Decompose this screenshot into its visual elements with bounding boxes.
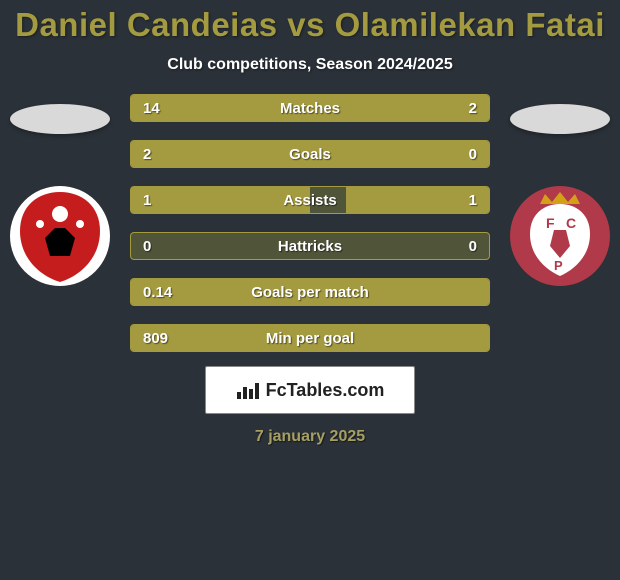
main-row: 142Matches20Goals11Assists00Hattricks0.1… bbox=[0, 104, 620, 352]
branding-badge: FcTables.com bbox=[205, 366, 415, 414]
footer-date: 7 january 2025 bbox=[255, 428, 365, 446]
left-logo bbox=[10, 186, 110, 286]
stat-bar: 0.14Goals per match bbox=[130, 278, 490, 306]
stat-bar: 11Assists bbox=[130, 186, 490, 214]
left-side bbox=[0, 104, 120, 286]
branding-icon bbox=[236, 380, 260, 400]
bar-label: Goals bbox=[131, 146, 489, 163]
stat-bar: 00Hattricks bbox=[130, 232, 490, 260]
subtitle: Club competitions, Season 2024/2025 bbox=[167, 56, 452, 74]
branding-text: FcTables.com bbox=[266, 380, 385, 401]
bar-label: Matches bbox=[131, 100, 489, 117]
stat-bar: 142Matches bbox=[130, 94, 490, 122]
stat-bar: 20Goals bbox=[130, 140, 490, 168]
left-logo-svg bbox=[10, 186, 110, 286]
right-logo: F C P bbox=[510, 186, 610, 286]
svg-text:F: F bbox=[546, 215, 555, 231]
bar-label: Min per goal bbox=[131, 330, 489, 347]
bar-label: Goals per match bbox=[131, 284, 489, 301]
page-title: Daniel Candeias vs Olamilekan Fatai bbox=[15, 6, 605, 44]
bar-label: Hattricks bbox=[131, 238, 489, 255]
right-logo-svg: F C P bbox=[510, 186, 610, 286]
stat-bar: 809Min per goal bbox=[130, 324, 490, 352]
right-side: F C P bbox=[500, 104, 620, 286]
svg-text:P: P bbox=[554, 258, 563, 273]
stats-bars: 142Matches 20Goals 11Assists 00Hattricks 0.1… bbox=[120, 94, 500, 352]
bar-label: Assists bbox=[131, 192, 489, 209]
right-ellipse bbox=[510, 104, 610, 134]
content-root: Daniel Candeias vs Olamilekan Fatai Club… bbox=[0, 0, 620, 580]
left-ellipse bbox=[10, 104, 110, 134]
svg-text:C: C bbox=[566, 215, 576, 231]
